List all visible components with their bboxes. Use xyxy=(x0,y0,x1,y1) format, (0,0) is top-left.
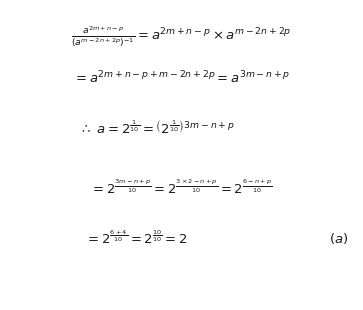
Text: $(a)$: $(a)$ xyxy=(329,231,348,246)
Text: $\therefore\ a = 2^{\frac{1}{10}} = \left(2^{\frac{1}{10}}\right)^{3m-n+p}$: $\therefore\ a = 2^{\frac{1}{10}} = \lef… xyxy=(79,120,235,137)
Text: $= 2^{\frac{6+4}{10}} = 2^{\frac{10}{10}} = 2$: $= 2^{\frac{6+4}{10}} = 2^{\frac{10}{10}… xyxy=(85,230,187,247)
Text: $\frac{a^{2m+n-p}}{(a^{m-2n+2p})^{-1}} = a^{2m+n-p} \times a^{m-2n+2p}$: $\frac{a^{2m+n-p}}{(a^{m-2n+2p})^{-1}} =… xyxy=(71,25,292,50)
Text: $= a^{2m+n-p+m-2n+2p} = a^{3m-n+p}$: $= a^{2m+n-p+m-2n+2p} = a^{3m-n+p}$ xyxy=(73,69,290,86)
Text: $= 2^{\frac{3m-n+p}{10}} = 2^{\frac{3\times2-n+p}{10}} = 2^{\frac{6-n+p}{10}}$: $= 2^{\frac{3m-n+p}{10}} = 2^{\frac{3\ti… xyxy=(90,178,273,197)
